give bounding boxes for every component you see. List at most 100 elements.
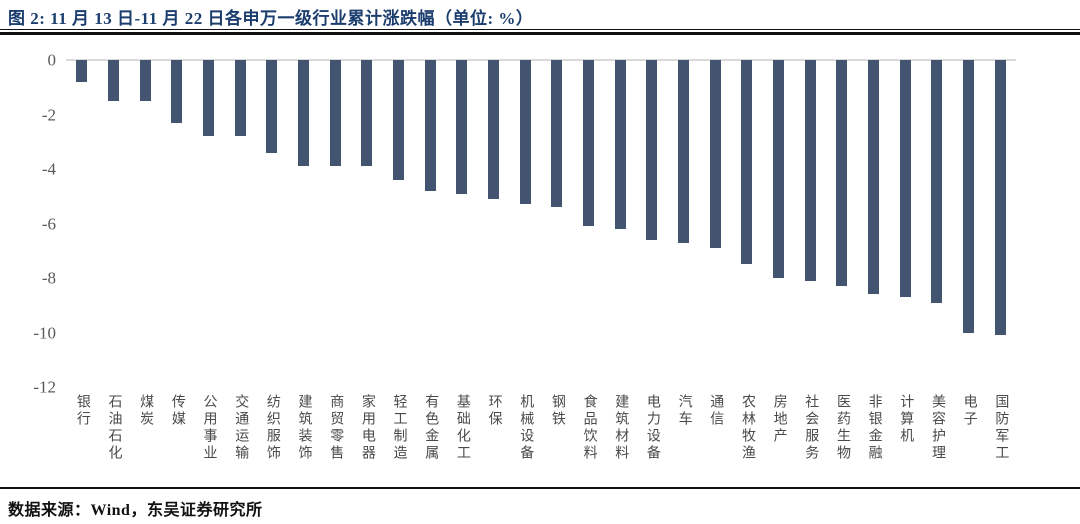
x-axis-label: 钢铁 bbox=[549, 394, 565, 428]
x-axis-label: 机械设备 bbox=[518, 394, 534, 462]
bar-机械设备 bbox=[519, 60, 531, 205]
bar-医药生物 bbox=[836, 60, 848, 287]
x-axis-label: 建筑装饰 bbox=[296, 394, 312, 462]
y-tick-label: -2 bbox=[41, 105, 56, 124]
bars-area bbox=[66, 60, 1016, 390]
x-label-slot: 石油石化 bbox=[98, 394, 130, 462]
x-axis-label: 有色金属 bbox=[423, 394, 439, 462]
bar-基础化工 bbox=[456, 60, 468, 194]
y-tick-label: -6 bbox=[41, 214, 56, 233]
bar-通信 bbox=[709, 60, 721, 248]
bar-传媒 bbox=[171, 60, 183, 123]
bar-slot bbox=[319, 60, 351, 390]
x-label-slot: 银行 bbox=[66, 394, 98, 428]
x-label-slot: 房地产 bbox=[763, 394, 795, 445]
x-axis-label: 建筑材料 bbox=[613, 394, 629, 462]
bar-房地产 bbox=[773, 60, 785, 278]
x-axis-label: 商贸零售 bbox=[328, 394, 344, 462]
bar-建筑材料 bbox=[614, 60, 626, 229]
bar-slot bbox=[731, 60, 763, 390]
x-label-slot: 电子 bbox=[953, 394, 985, 428]
bar-轻工制造 bbox=[393, 60, 405, 180]
bar-slot bbox=[541, 60, 573, 390]
bar-商贸零售 bbox=[329, 60, 341, 167]
title-rule bbox=[0, 29, 1080, 35]
x-label-slot: 纺织服饰 bbox=[256, 394, 288, 462]
bar-chart: 0 -2 -4 -6 -8 -10 -12 银行 石油石化 煤炭 传媒 公用事业 交通运输 纺织服饰 建筑… bbox=[33, 50, 1016, 462]
x-axis-label: 电力设备 bbox=[644, 394, 660, 462]
x-axis-label: 食品饮料 bbox=[581, 394, 597, 462]
bar-slot bbox=[668, 60, 700, 390]
bar-slot bbox=[383, 60, 415, 390]
x-axis-label: 家用电器 bbox=[359, 394, 375, 462]
x-axis-label: 基础化工 bbox=[454, 394, 470, 462]
x-axis-label: 农林牧渔 bbox=[739, 394, 755, 462]
x-axis-label: 公用事业 bbox=[201, 394, 217, 462]
source-note: 数据来源：Wind，东吴证券研究所 bbox=[8, 502, 263, 519]
x-label-slot: 社会服务 bbox=[794, 394, 826, 462]
x-axis-label: 传媒 bbox=[169, 394, 185, 428]
bar-slot bbox=[699, 60, 731, 390]
bar-家用电器 bbox=[361, 60, 373, 167]
bar-slot bbox=[98, 60, 130, 390]
x-label-slot: 环保 bbox=[478, 394, 510, 428]
x-axis: 银行 石油石化 煤炭 传媒 公用事业 交通运输 纺织服饰 建筑装饰 商贸零售 家用电器 轻工制造 有色… bbox=[66, 394, 1016, 462]
x-axis-label: 非银金融 bbox=[866, 394, 882, 462]
chart-title: 图 2: 11 月 13 日-11 月 22 日各申万一级行业累计涨跌幅（单位:… bbox=[8, 9, 534, 28]
bar-国防军工 bbox=[994, 60, 1006, 336]
x-label-slot: 基础化工 bbox=[446, 394, 478, 462]
x-label-slot: 汽车 bbox=[668, 394, 700, 428]
x-axis-label: 轻工制造 bbox=[391, 394, 407, 462]
x-axis-label: 交通运输 bbox=[233, 394, 249, 462]
bar-社会服务 bbox=[804, 60, 816, 281]
x-axis-label: 国防军工 bbox=[993, 394, 1009, 462]
bar-slot bbox=[256, 60, 288, 390]
x-axis-label: 纺织服饰 bbox=[264, 394, 280, 462]
bar-食品饮料 bbox=[583, 60, 595, 227]
bar-公用事业 bbox=[203, 60, 215, 137]
bar-建筑装饰 bbox=[298, 60, 310, 167]
y-tick-label: -12 bbox=[33, 377, 56, 397]
bar-slot bbox=[66, 60, 98, 390]
x-label-slot: 建筑装饰 bbox=[288, 394, 320, 462]
x-label-slot: 交通运输 bbox=[224, 394, 256, 462]
x-axis-label: 社会服务 bbox=[803, 394, 819, 462]
bar-slot bbox=[953, 60, 985, 390]
x-axis-label: 电子 bbox=[961, 394, 977, 428]
bar-汽车 bbox=[678, 60, 690, 243]
bar-slot bbox=[636, 60, 668, 390]
x-axis-label: 煤炭 bbox=[138, 394, 154, 428]
bar-slot bbox=[889, 60, 921, 390]
bar-slot bbox=[446, 60, 478, 390]
bar-slot bbox=[224, 60, 256, 390]
x-label-slot: 计算机 bbox=[889, 394, 921, 445]
y-tick-label: -10 bbox=[33, 323, 56, 342]
bar-slot bbox=[763, 60, 795, 390]
footer-rule bbox=[0, 487, 1080, 489]
x-label-slot: 医药生物 bbox=[826, 394, 858, 462]
x-label-slot: 传媒 bbox=[161, 394, 193, 428]
bar-slot bbox=[509, 60, 541, 390]
bar-银行 bbox=[76, 60, 88, 82]
bar-石油石化 bbox=[108, 60, 119, 101]
bar-slot bbox=[794, 60, 826, 390]
bar-电力设备 bbox=[646, 60, 658, 240]
x-axis-label: 医药生物 bbox=[834, 394, 850, 462]
x-label-slot: 机械设备 bbox=[509, 394, 541, 462]
y-tick-label: 0 bbox=[47, 50, 57, 70]
y-tick-label: -4 bbox=[41, 159, 56, 179]
bar-钢铁 bbox=[551, 60, 563, 208]
x-label-slot: 美容护理 bbox=[921, 394, 953, 462]
x-label-slot: 非银金融 bbox=[858, 394, 890, 462]
x-label-slot: 钢铁 bbox=[541, 394, 573, 428]
x-axis-label: 环保 bbox=[486, 394, 502, 428]
x-label-slot: 通信 bbox=[699, 394, 731, 428]
bar-纺织服饰 bbox=[266, 60, 278, 153]
bar-slot bbox=[161, 60, 193, 390]
bar-slot bbox=[858, 60, 890, 390]
x-label-slot: 有色金属 bbox=[414, 394, 446, 462]
x-axis-label: 银行 bbox=[74, 394, 90, 428]
x-label-slot: 建筑材料 bbox=[604, 394, 636, 462]
x-axis-label: 石油石化 bbox=[106, 394, 122, 462]
